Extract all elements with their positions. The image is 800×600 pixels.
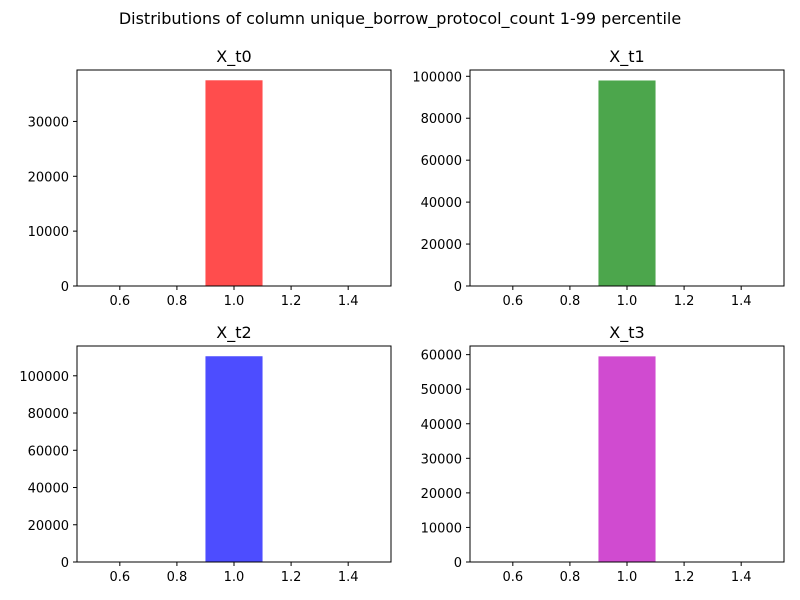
y-tick-label: 10000 [421,521,462,536]
x-tick-label: 1.4 [731,294,752,309]
x-tick-label: 0.6 [109,570,130,585]
x-tick-label: 1.4 [338,570,359,585]
y-tick-label: 60000 [421,349,462,364]
x-tick-label: 1.2 [281,294,302,309]
figure-title: Distributions of column unique_borrow_pr… [118,9,682,28]
x-tick-label: 1.4 [338,294,359,309]
x-tick-label: 1.0 [224,570,245,585]
subplot-title: X_t3 [609,323,644,343]
x-tick-label: 1.2 [674,294,695,309]
y-tick-label: 40000 [421,418,462,433]
y-tick-label: 10000 [28,225,69,240]
bar-0-0 [205,80,263,287]
x-tick-label: 1.2 [281,570,302,585]
subplot-1: 0.6 0.8 1.0 1.2 1.4 0 20000 40000 60000 80000 1000… [412,47,785,309]
subplot-title: X_t0 [216,47,251,67]
x-tick-label: 1.0 [617,294,638,309]
y-tick-label: 0 [61,556,69,571]
x-tick-label: 1.0 [617,570,638,585]
y-tick-label: 20000 [28,170,69,185]
y-tick-label: 20000 [421,487,462,502]
y-tick-label: 20000 [28,519,69,534]
y-tick-label: 0 [454,556,462,571]
y-tick-label: 30000 [421,452,462,467]
x-tick-label: 0.8 [167,294,188,309]
y-tick-label: 40000 [421,196,462,211]
y-tick-label: 50000 [421,383,462,398]
x-tick-label: 1.4 [731,570,752,585]
x-tick-label: 0.8 [167,570,188,585]
x-tick-label: 1.2 [674,570,695,585]
x-tick-label: 1.0 [224,294,245,309]
subplot-3: 0.6 0.8 1.0 1.2 1.4 0 10000 20000 30000 40000 5000… [421,323,785,585]
y-tick-label: 80000 [28,407,69,422]
bar-3-0 [598,356,656,562]
y-tick-label: 100000 [412,70,462,85]
y-tick-label: 0 [61,280,69,295]
x-tick-label: 0.6 [502,294,523,309]
x-tick-label: 0.8 [560,294,581,309]
y-tick-label: 60000 [28,444,69,459]
y-tick-label: 40000 [28,482,69,497]
bar-2-0 [205,356,263,562]
y-tick-label: 20000 [421,238,462,253]
subplot-title: X_t2 [216,323,251,343]
bar-1-0 [598,80,656,286]
x-tick-label: 0.8 [560,570,581,585]
y-tick-label: 30000 [28,115,69,130]
y-tick-label: 80000 [421,112,462,127]
y-tick-label: 100000 [19,370,69,385]
subplot-2: 0.6 0.8 1.0 1.2 1.4 0 20000 40000 60000 80000 1000… [19,323,392,585]
subplot-0: 0.6 0.8 1.0 1.2 1.4 0 10000 20000 30000 X_t0 [28,47,392,309]
subplot-title: X_t1 [609,47,644,67]
x-tick-label: 0.6 [502,570,523,585]
x-tick-label: 0.6 [109,294,130,309]
y-tick-label: 0 [454,280,462,295]
y-tick-label: 60000 [421,154,462,169]
